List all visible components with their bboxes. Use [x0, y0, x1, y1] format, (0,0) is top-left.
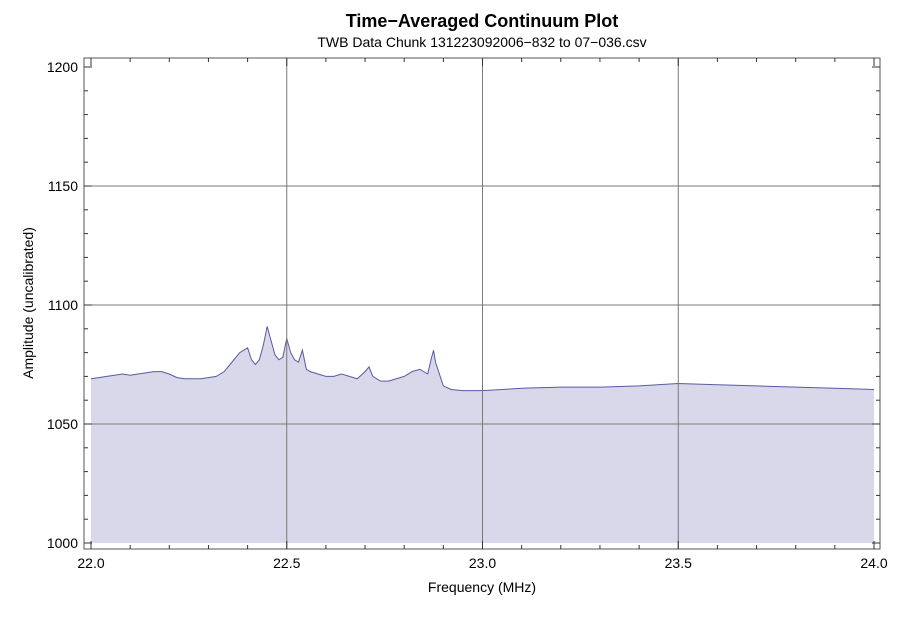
plot-area: 22.0 22.5 23.0 23.5 24.0 1000 1050 1100 1150 1200: [47, 57, 888, 571]
x-tick-label: 23.0: [469, 555, 496, 571]
x-tick-label: 22.0: [77, 555, 104, 571]
y-tick-label: 1150: [48, 178, 78, 194]
y-tick-label: 1050: [47, 416, 78, 432]
x-tick-label: 23.5: [665, 555, 692, 571]
x-tick-label: 22.5: [273, 555, 300, 571]
y-axis-label: Amplitude (uncalibrated): [20, 227, 36, 379]
y-tick-label: 1200: [47, 59, 78, 75]
series-line: [90, 326, 875, 392]
y-tick-label: 1000: [47, 535, 78, 551]
x-axis-label: Frequency (MHz): [428, 579, 536, 595]
x-tick-label: 24.0: [860, 555, 887, 571]
chart-title: Time−Averaged Continuum Plot: [346, 11, 619, 31]
chart-subtitle: TWB Data Chunk 131223092006−832 to 07−03…: [317, 34, 646, 50]
y-tick-label: 1100: [48, 297, 78, 313]
